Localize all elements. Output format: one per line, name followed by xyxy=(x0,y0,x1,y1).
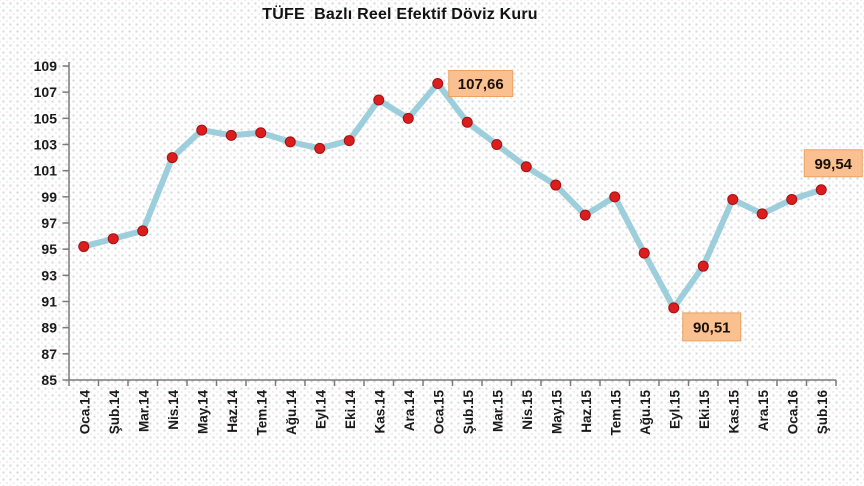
data-point xyxy=(668,302,680,314)
data-point xyxy=(137,225,149,237)
x-tick-label: Kas.14 xyxy=(372,390,387,434)
annotation-box xyxy=(448,70,514,98)
y-tick-label: 99 xyxy=(41,189,57,205)
data-point xyxy=(107,233,119,245)
x-tick-label: Nis.15 xyxy=(520,390,535,430)
data-point xyxy=(609,191,621,203)
data-point xyxy=(491,139,503,150)
annotation-label: 107,66 xyxy=(458,76,504,93)
y-tick-label: 95 xyxy=(41,241,57,257)
data-point xyxy=(314,142,326,154)
y-tick-label: 97 xyxy=(41,215,57,231)
data-point xyxy=(786,193,798,205)
x-tick-label: Ara.15 xyxy=(756,390,771,432)
y-tick-label: 85 xyxy=(41,372,57,388)
chart-title: TÜFE Bazlı Reel Efektif Döviz Kuru xyxy=(262,6,538,23)
x-tick-label: Tem.15 xyxy=(608,390,623,436)
y-tick-label: 109 xyxy=(34,58,58,74)
data-point xyxy=(550,179,562,191)
x-tick-label: Nis.14 xyxy=(166,390,181,430)
data-point xyxy=(225,129,237,141)
data-point xyxy=(78,241,90,253)
data-point xyxy=(579,209,591,221)
y-tick-label: 93 xyxy=(41,267,57,283)
x-tick-label: Eyl.14 xyxy=(313,390,328,430)
annotation-box xyxy=(803,149,863,178)
y-tick-label: 89 xyxy=(41,320,57,336)
data-point xyxy=(255,127,267,139)
annotation-label: 99,54 xyxy=(814,156,852,173)
data-point xyxy=(284,136,296,148)
x-tick-label: Şub.16 xyxy=(815,390,830,435)
data-point xyxy=(461,116,473,128)
x-tick-label: Ara.14 xyxy=(402,390,417,432)
x-tick-label: May.15 xyxy=(549,390,564,435)
x-tick-label: Oca.14 xyxy=(77,390,92,435)
data-point xyxy=(697,260,709,272)
y-tick-label: 91 xyxy=(41,294,57,310)
annotation-box xyxy=(682,312,742,342)
data-point xyxy=(432,78,444,90)
y-tick-label: 105 xyxy=(34,110,58,126)
annotation-label: 90,51 xyxy=(693,319,731,336)
data-point xyxy=(815,184,827,196)
data-line xyxy=(80,80,825,311)
x-tick-label: Eyl.15 xyxy=(667,390,682,430)
x-tick-label: Şub.15 xyxy=(461,390,476,435)
x-tick-label: Ağu.15 xyxy=(638,390,653,436)
x-tick-label: Oca.15 xyxy=(431,390,446,435)
x-tick-label: Haz.14 xyxy=(225,390,240,433)
y-tick-label: 101 xyxy=(34,163,58,179)
x-tick-label: Ağu.14 xyxy=(284,390,299,436)
data-point xyxy=(373,94,385,106)
x-tick-label: May.14 xyxy=(195,390,210,435)
x-tick-label: Tem.14 xyxy=(254,390,269,436)
data-point xyxy=(196,124,208,136)
x-tick-label: Eki.15 xyxy=(697,390,712,430)
data-point xyxy=(402,112,414,124)
data-point xyxy=(166,152,178,164)
x-tick-label: Eki.14 xyxy=(343,390,358,430)
x-tick-label: Mar.14 xyxy=(136,390,151,433)
y-tick-label: 103 xyxy=(34,137,58,153)
x-tick-label: Haz.15 xyxy=(579,390,594,433)
x-tick-label: Oca.16 xyxy=(785,390,800,435)
x-tick-label: Şub.14 xyxy=(107,390,122,435)
x-tick-label: Kas.15 xyxy=(726,390,741,434)
data-point xyxy=(520,161,532,173)
data-point xyxy=(727,193,739,205)
x-tick-label: Mar.15 xyxy=(490,390,505,433)
y-tick-label: 87 xyxy=(41,346,57,362)
data-point xyxy=(343,135,355,147)
data-point xyxy=(638,247,650,259)
data-point xyxy=(756,208,768,220)
y-tick-label: 107 xyxy=(34,84,58,100)
